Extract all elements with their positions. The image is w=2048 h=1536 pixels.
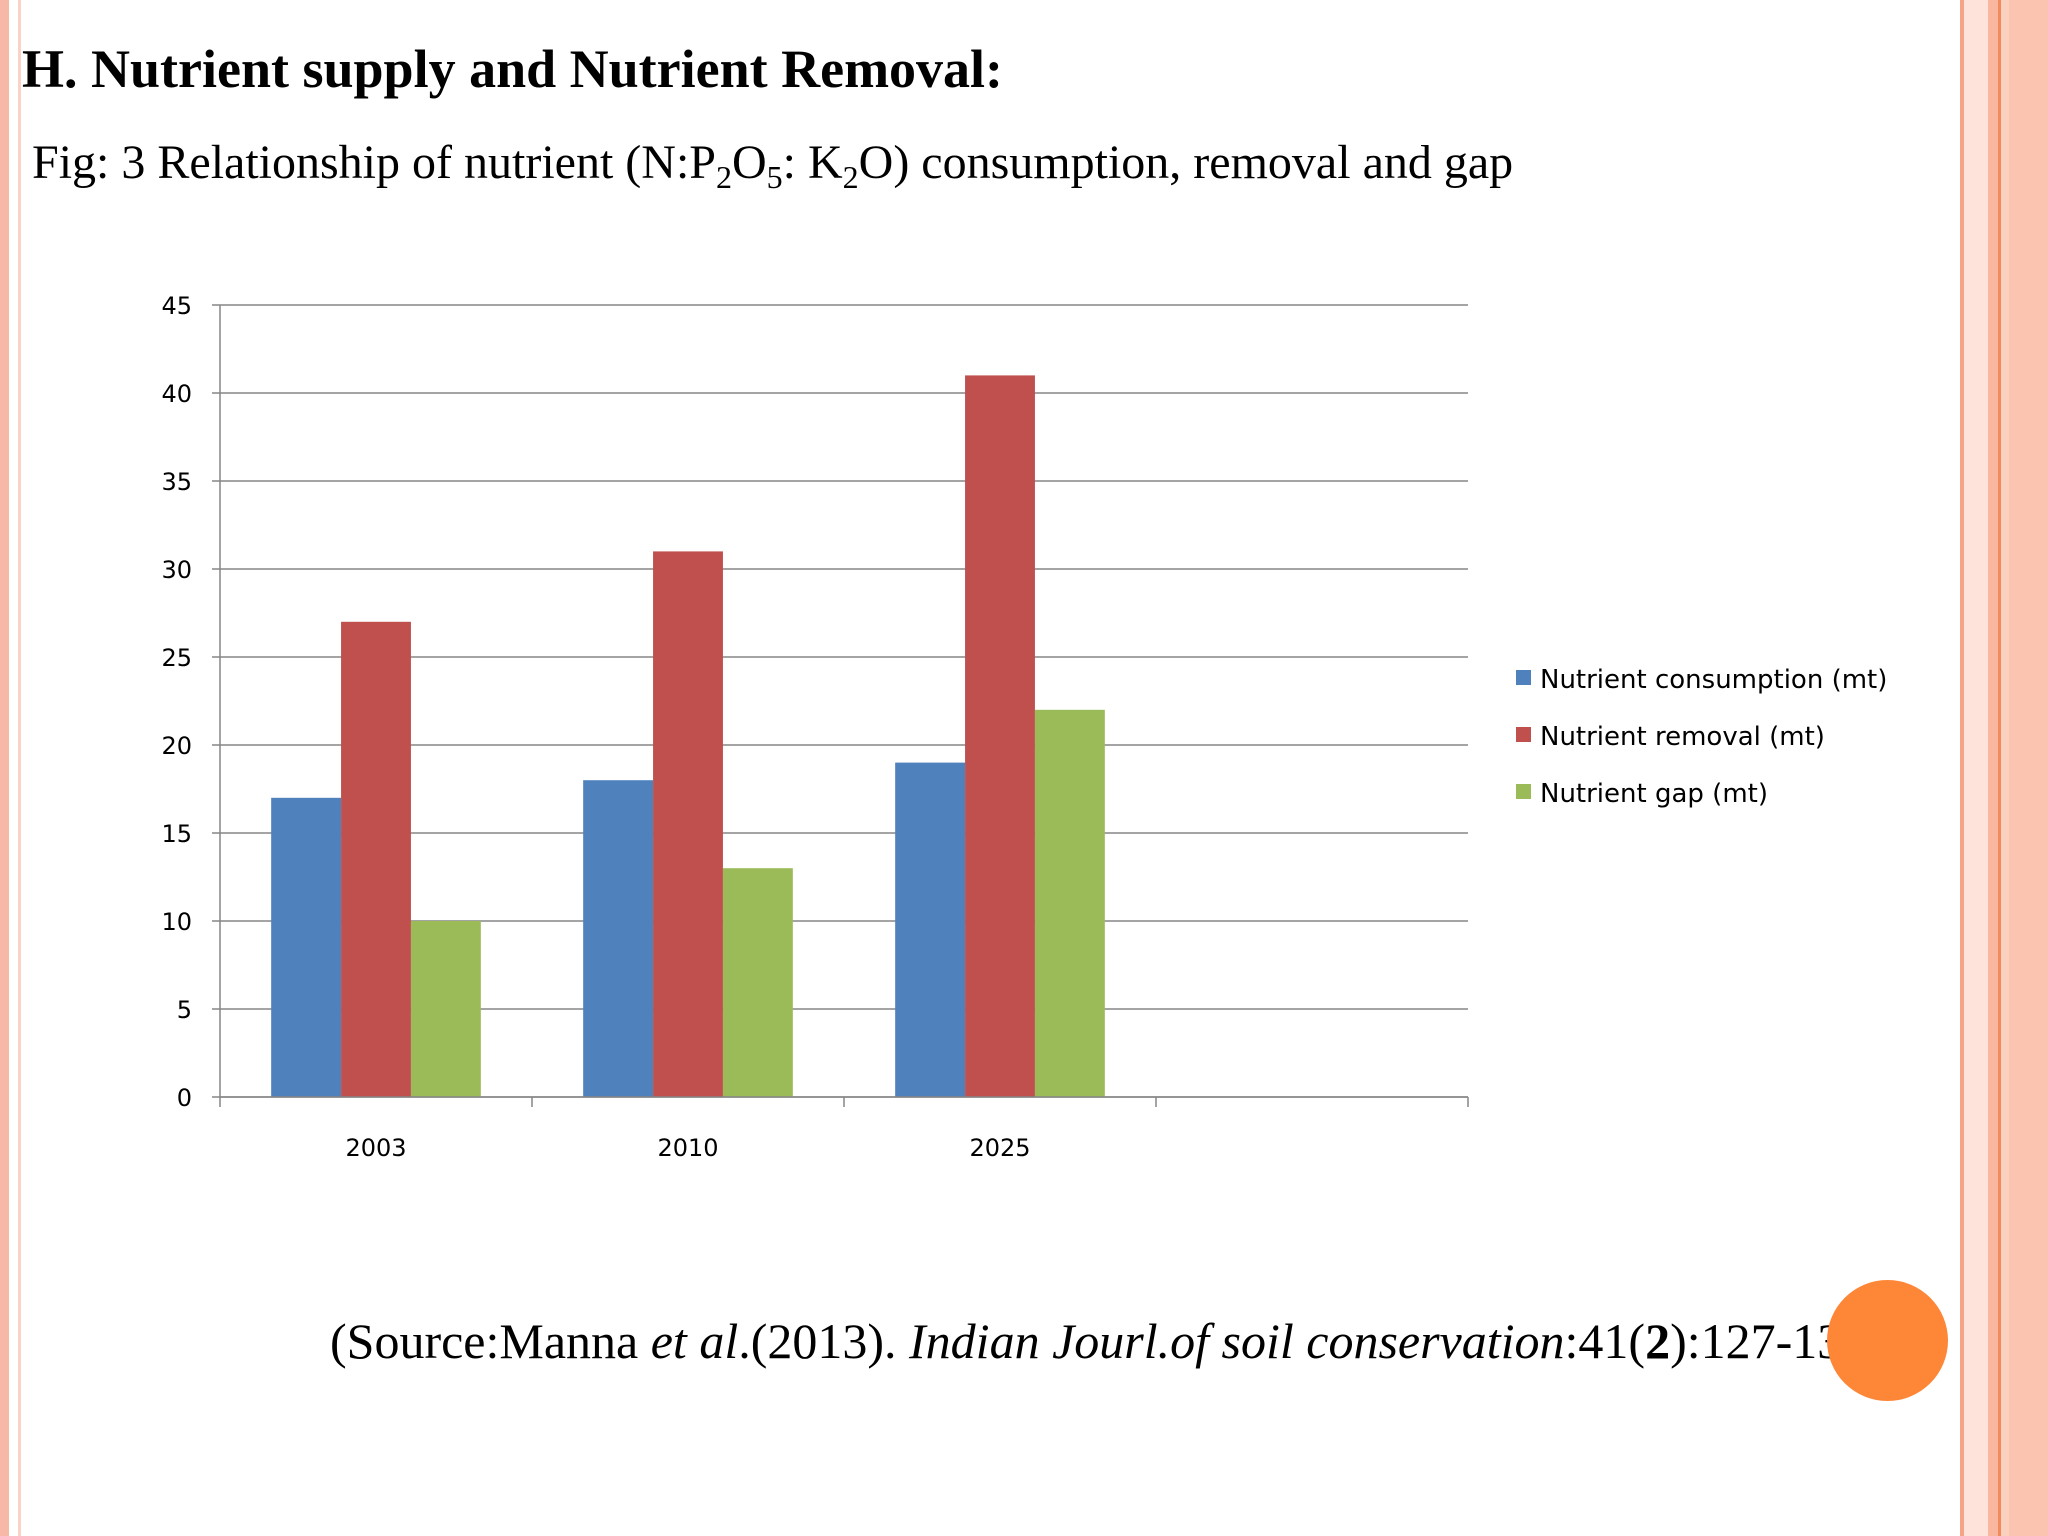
- right-border: [1960, 0, 2048, 1536]
- x-tick-label: 2003: [345, 1134, 406, 1162]
- bar: [410, 921, 481, 1097]
- y-tick-label: 0: [177, 1084, 192, 1112]
- bar: [341, 621, 411, 1097]
- bar: [583, 780, 654, 1097]
- bar: [722, 868, 793, 1097]
- bar: [965, 375, 1035, 1097]
- left-border-stripe: [0, 0, 9, 1536]
- legend-swatch: [1516, 784, 1531, 799]
- y-tick-label: 20: [161, 732, 192, 760]
- bar: [895, 762, 966, 1097]
- bar: [1034, 709, 1105, 1097]
- bar: [653, 551, 723, 1097]
- y-tick-label: 15: [161, 820, 192, 848]
- legend-swatch: [1516, 727, 1531, 742]
- source-citation: (Source:Manna et al.(2013). Indian Jourl…: [330, 1313, 1884, 1369]
- y-tick-label: 25: [161, 644, 192, 672]
- x-tick-label: 2025: [969, 1134, 1030, 1162]
- x-tick-label: 2010: [657, 1134, 718, 1162]
- y-tick-label: 10: [161, 908, 192, 936]
- y-tick-label: 40: [161, 380, 192, 408]
- left-border-line: [18, 0, 21, 1536]
- slide-heading: H. Nutrient supply and Nutrient Removal:: [22, 39, 1004, 99]
- y-tick-label: 35: [161, 468, 192, 496]
- legend-label: Nutrient gap (mt): [1540, 779, 1768, 809]
- y-tick-label: 45: [161, 292, 192, 320]
- y-tick-label: 30: [161, 556, 192, 584]
- figure-caption: Fig: 3 Relationship of nutrient (N:P2O5:…: [32, 136, 1514, 195]
- slide-number-circle: [1827, 1280, 1948, 1401]
- bar: [271, 797, 342, 1097]
- legend-label: Nutrient removal (mt): [1540, 722, 1825, 752]
- legend-swatch: [1516, 670, 1531, 685]
- y-tick-label: 5: [177, 996, 192, 1024]
- legend-label: Nutrient consumption (mt): [1540, 665, 1887, 695]
